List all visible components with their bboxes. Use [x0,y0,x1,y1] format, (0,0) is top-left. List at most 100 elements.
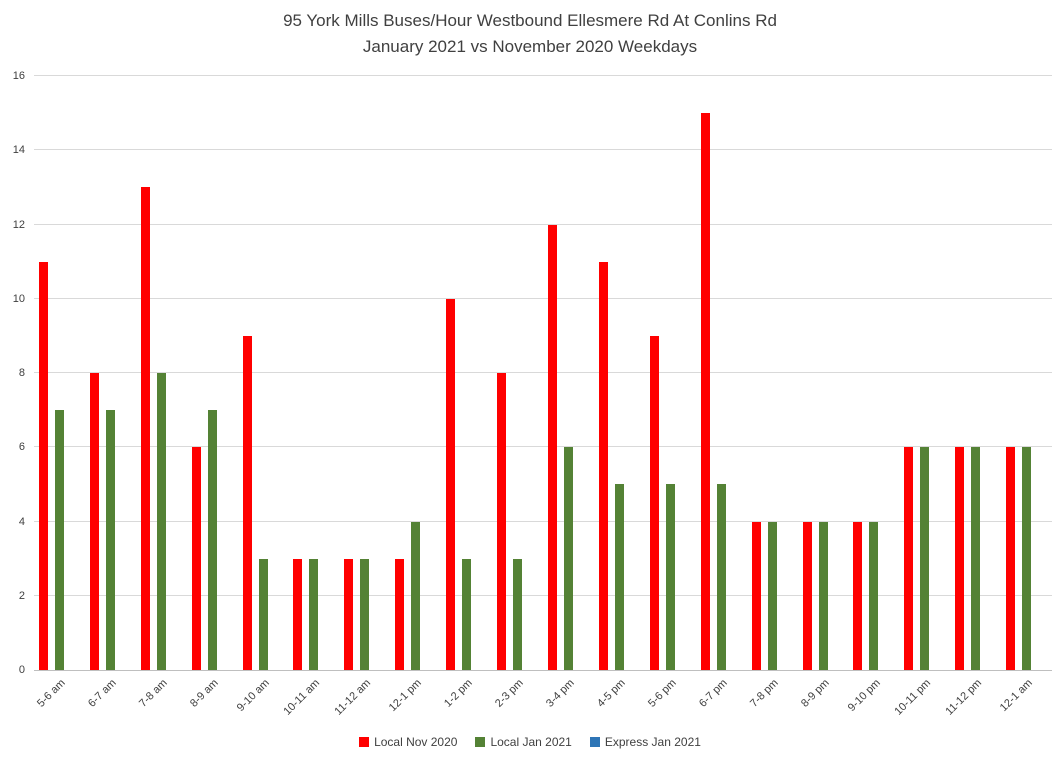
chart-container: 95 York Mills Buses/Hour Westbound Elles… [0,0,1060,749]
bar-group [34,76,85,670]
bar-group [645,76,696,670]
x-axis-tick: 4-5 pm [594,671,645,719]
y-axis-label: 6 [18,441,25,454]
x-axis-tick: 10-11 pm [893,671,950,719]
bar-local-jan-2021 [411,521,421,670]
y-axis-label: 12 [12,218,25,231]
bar-local-nov-2020 [89,373,99,670]
bar-local-jan-2021 [105,410,115,670]
bar-local-nov-2020 [242,335,252,670]
x-axis-label: 1-2 pm [442,677,476,710]
bar-local-nov-2020 [1006,447,1016,670]
gridline [34,223,1052,225]
legend-label: Local Nov 2020 [374,735,458,749]
x-axis-tick: 6-7 pm [696,671,747,719]
bar-local-nov-2020 [598,261,608,670]
bar-group [950,76,1001,670]
legend-swatch [359,737,370,747]
bar-local-nov-2020 [853,521,863,670]
legend-item: Local Nov 2020 [359,735,457,749]
x-axis-tick: 2-3 pm [492,671,543,719]
x-axis: 5-6 am 6-7 am 7-8 am 8-9 am 9-10 am 10-11 am 1… [34,671,1052,719]
bar-local-jan-2021 [665,484,675,670]
bar-group [441,76,492,670]
bar-local-jan-2021 [258,558,268,670]
x-axis-label: 5-6 am [35,677,68,710]
chart-legend: Local Nov 2020 Local Jan 2021 Express Jan … [0,735,1060,749]
y-axis-label: 2 [18,589,25,602]
x-axis-tick: 5-6 pm [645,671,696,719]
bar-local-nov-2020 [293,558,303,670]
x-axis-label: 5-6 pm [646,677,679,710]
bar-local-jan-2021 [54,410,64,670]
x-axis-label: 9-10 pm [845,677,883,715]
x-axis-label: 2-3 pm [493,677,527,710]
bar-group [696,76,747,670]
bar-local-nov-2020 [700,113,710,670]
x-axis-label: 8-9 am [187,677,221,710]
bar-group [289,76,340,670]
chart-title-line2: January 2021 vs November 2020 Weekdays [362,37,698,56]
x-axis-tick: 11-12 am [333,671,390,719]
bar-local-jan-2021 [462,558,472,670]
x-axis-label: 10-11 pm [892,677,934,718]
x-axis-label: 3-4 pm [544,677,578,710]
x-axis-tick: 7-8 am [136,671,187,719]
bar-local-nov-2020 [751,521,761,670]
bars-layer [34,76,1052,670]
bar-group [390,76,441,670]
x-axis-tick: 9-10 am [234,671,289,719]
x-axis-tick: 8-9 am [187,671,238,719]
x-axis-tick: 3-4 pm [543,671,594,719]
y-axis-label: 8 [18,367,25,379]
bar-local-nov-2020 [649,335,659,670]
bar-local-jan-2021 [614,484,624,670]
x-axis-tick: 6-7 am [85,671,136,719]
bar-group [849,76,900,670]
x-axis-tick: 5-6 am [34,671,85,719]
chart-title-line1: 95 York Mills Buses/Hour Westbound Elles… [283,11,777,30]
legend-swatch [589,737,600,747]
bar-local-nov-2020 [497,373,507,670]
y-axis-label: 10 [12,292,25,305]
chart-title: 95 York Mills Buses/Hour Westbound Elles… [0,0,1060,60]
x-axis-label: 7-8 pm [747,677,781,710]
bar-group [543,76,594,670]
bar-group [492,76,543,670]
legend-item: Express Jan 2021 [589,735,701,749]
gridline [34,149,1052,151]
x-axis-label: 11-12 pm [943,677,985,718]
bar-local-jan-2021 [920,447,930,670]
gridline [34,446,1052,448]
bar-local-jan-2021 [971,447,981,670]
x-axis-label: 12-1 am [998,677,1036,715]
x-axis-tick: 12-1 am [998,671,1052,719]
x-axis-label: 9-10 am [234,677,272,715]
gridline [34,594,1052,596]
x-axis-tick: 9-10 pm [845,671,900,719]
bar-local-nov-2020 [38,261,48,670]
bar-local-nov-2020 [395,558,405,670]
gridline [34,75,1052,76]
legend-swatch [475,737,486,747]
legend-item: Local Jan 2021 [475,735,572,749]
x-axis-tick: 11-12 pm [943,671,1001,719]
bar-local-jan-2021 [1022,447,1032,670]
chart-body: 0 2 4 6 8 10 12 14 16 5-6 am 6-7 am 7-8 am 8-9 am 9-… [13,70,1052,719]
bar-group [1001,76,1052,670]
bar-group [187,76,238,670]
x-axis-label: 4-5 pm [595,677,628,710]
bar-local-nov-2020 [904,447,914,670]
bar-local-jan-2021 [869,521,879,670]
x-axis-tick: 8-9 pm [798,671,849,719]
bar-local-jan-2021 [207,410,217,670]
bar-local-jan-2021 [818,521,828,670]
y-axis-label: 14 [12,144,25,157]
bar-group [594,76,645,670]
bar-local-nov-2020 [344,558,354,670]
y-axis-label: 16 [12,70,25,82]
y-axis-label: 0 [18,664,25,676]
bar-local-nov-2020 [191,447,201,670]
gridline [34,297,1052,299]
x-axis-label: 10-11 am [281,677,323,718]
